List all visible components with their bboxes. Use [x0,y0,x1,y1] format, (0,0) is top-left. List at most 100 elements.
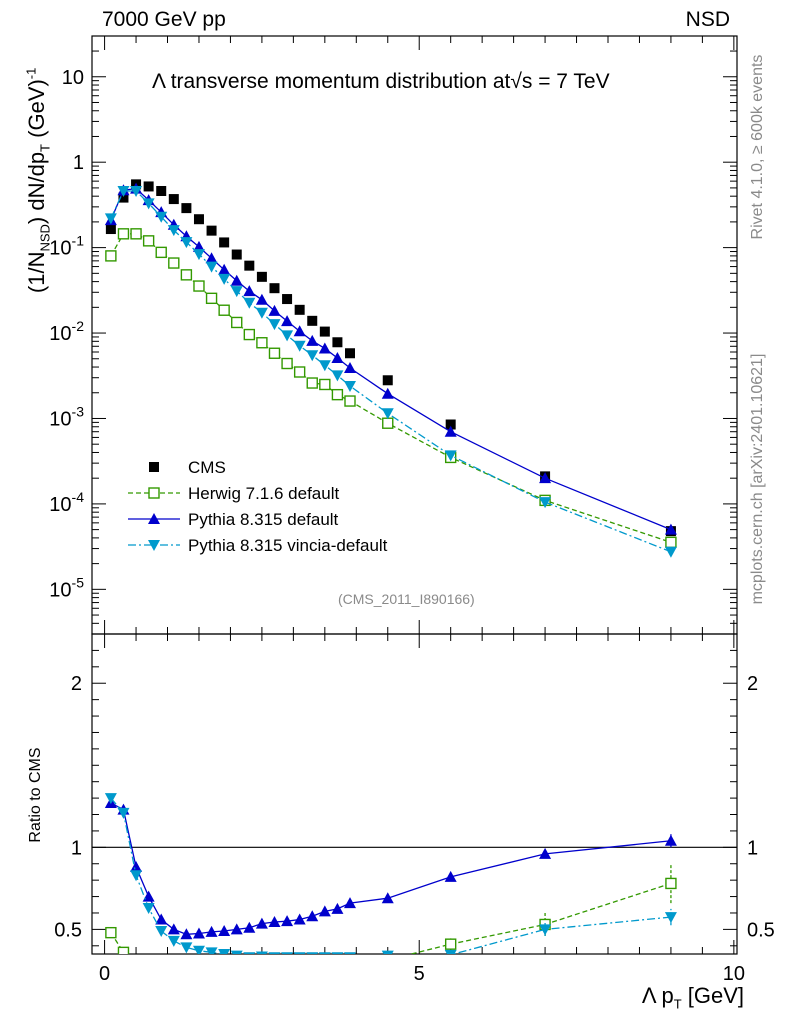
pythia-8-315-default-ratio-point [444,870,457,882]
x-tick-label: 5 [414,963,425,985]
herwig-7-1-6-default-point [306,377,318,389]
ratio-series-layer [104,793,677,991]
pythia-8-315-vincia-default-ratio-point [255,951,268,954]
pythia-8-315-default-point [281,315,294,327]
pythia-8-315-vincia-default-point [664,546,677,558]
cms-point [219,237,230,248]
pythia-8-315-default-ratio-point [268,916,281,927]
herwig-7-1-6-default-ratio-point [665,877,677,890]
legend-label-pythia-8-315-default: Pythia 8.315 default [188,510,339,529]
pythia-8-315-vincia-default-ratio-point [104,793,117,805]
pythia-8-315-vincia-default-point [104,213,117,225]
pythia-8-315-vincia-default-ratio-point [180,942,193,954]
pythia-8-315-default-ratio-point [243,921,256,933]
herwig-7-1-6-default-point [142,235,155,247]
cms-point [282,294,293,305]
pythia-8-315-default-ratio-point [155,913,168,925]
herwig-7-1-6-default-ratio-point [156,975,166,985]
herwig-7-1-6-default-point [168,257,180,269]
herwig-7-1-6-default-point [193,280,205,292]
legend: CMS Herwig 7.1.6 default Pythia 8.315 defa… [128,458,388,555]
analysis-tag: (CMS_2011_I890166) [338,591,475,607]
pythia-8-315-default-point [444,425,457,437]
pythia-8-315-vincia-default-ratio-point [444,949,457,954]
pythia-8-315-default-point [344,361,356,373]
herwig-7-1-6-default-point [344,395,356,407]
herwig-7-1-6-default-point [319,378,331,391]
main-axis-ticks [92,35,737,635]
pythia-8-315-vincia-default-point [318,360,331,372]
herwig-7-1-6-default-ratio-point [345,961,355,971]
herwig-7-1-6-default-point [293,366,306,378]
y-axis-label: (1/NNSD) dN/dpT (GeV)-1 [23,67,53,294]
herwig-7-1-6-default-point [331,388,344,401]
pythia-8-315-vincia-default-point [281,330,294,342]
energy-label: 7000 GeV pp [102,8,226,31]
mcplots-label: mcplots.cern.ch [arXiv:2401.10621] [749,353,766,605]
x-tick-label: 10 [723,963,745,985]
legend-marker-cms [149,462,159,472]
pythia-8-315-vincia-default-point [293,340,306,352]
y-tick-label: 1 [73,152,84,174]
pythia-8-315-default-point [318,342,331,354]
herwig-7-1-6-default-point [130,228,142,240]
pythia-8-315-vincia-default-ratio-point [331,952,344,954]
cms-point [319,326,330,337]
pythia-8-315-vincia-default-ratio-point [142,903,155,915]
cms-point [332,337,343,348]
cms-point [105,224,116,235]
herwig-7-1-6-default-ratio-point [282,978,292,988]
herwig-7-1-6-default-point [665,536,677,549]
pythia-8-315-vincia-default-point [243,297,256,309]
ratio-tick-label-right: 0.5 [747,919,775,941]
herwig-7-1-6-default-ratio-point [244,981,254,991]
herwig-7-1-6-default-ratio-point [295,976,305,986]
pythia-8-315-vincia-default-ratio-point [167,935,180,947]
pythia-8-315-default-point [293,325,306,337]
pythia-8-315-default-ratio-point [255,917,268,929]
process-label: NSD [685,8,730,31]
herwig-7-1-6-default-point [231,316,243,329]
ratio-tick-label-left: 1 [71,837,82,859]
pythia-8-315-default-ratio-point [344,897,356,909]
cms-point [382,375,393,386]
tick-labels: 0 5 10 10 1 10-1 10-2 10-3 10-4 10-5 0.5 0.5 1 1 2 2 [49,67,775,985]
herwig-7-1-6-default-ratio-point [332,966,342,976]
pythia-8-315-vincia-default-ratio-point [205,947,218,954]
pythia-8-315-default-ratio-point [192,927,205,939]
pythia-8-315-vincia-default-ratio-point [281,952,294,954]
cms-point [168,194,179,205]
cms-point [345,348,355,359]
legend-label-cms: CMS [188,458,226,477]
cms-point [181,203,192,214]
pythia-8-315-default-point [539,472,552,484]
herwig-7-1-6-default-ratio-point [219,980,229,990]
pythia-8-315-vincia-default-point [268,319,281,331]
herwig-7-1-6-default-ratio-point [144,969,154,979]
herwig-7-1-6-default-point [382,417,394,429]
pythia-8-315-vincia-default-point [155,211,168,223]
pythia-8-315-vincia-default-point [230,286,243,298]
herwig-7-1-6-default-ratio-point [307,976,317,986]
herwig-7-1-6-default-point [243,328,256,341]
pythia-8-315-default-ratio-point [205,925,218,937]
main-series-layer [104,179,677,558]
herwig-7-1-6-default-point [155,246,167,259]
pythia-8-315-vincia-default-ratio-point [192,945,205,954]
y-tick-label: 10-1 [49,233,84,260]
herwig-7-1-6-default-point [117,228,130,240]
herwig-7-1-6-default-point [268,347,281,359]
y-tick-label: 10-4 [49,489,84,516]
cms-point [118,192,129,203]
cms-point [193,214,204,225]
pythia-8-315-vincia-default-ratio-point [155,926,168,938]
pythia-8-315-vincia-default-ratio-point [243,952,256,954]
legend-marker-herwig-7-1-6-default [148,487,160,499]
cms-point [256,271,267,282]
pythia-8-315-default-line [110,187,672,531]
pythia-8-315-vincia-default-ratio-point [318,952,331,954]
pythia-8-315-default-ratio-point [539,847,552,859]
pythia-8-315-default-ratio-point [130,861,143,873]
cms-point [156,185,167,196]
